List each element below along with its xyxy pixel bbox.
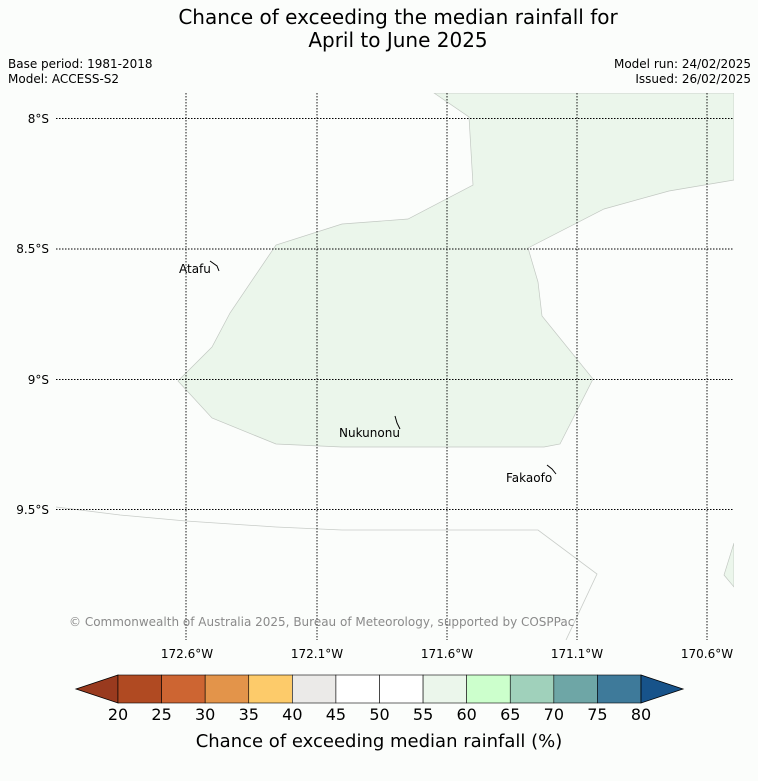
colorbar-segment-60-65 [466,674,511,704]
latitude-labels: 8°S 8.5°S 9°S 9.5°S [16,112,49,517]
map-area: 8°S 8.5°S 9°S 9.5°S 172.6°W 172.1°W 171.… [16,93,734,661]
atoll-nukunonu-outline [394,415,401,430]
shaded-region-east-edge [723,542,734,588]
colorbar-tick-25: 25 [151,705,171,724]
model-name: Model: ACCESS-S2 [8,72,120,86]
atoll-nukunonu: Nukunonu [339,415,401,440]
copyright-notice: © Commonwealth of Australia 2025, Bureau… [69,615,574,629]
lat-label-8-5s: 8.5°S [16,242,49,256]
colorbar-tick-20: 20 [108,705,128,724]
colorbar-tick-60: 60 [456,705,476,724]
colorbar-tick-30: 30 [195,705,215,724]
colorbar-segment-50-55 [379,674,424,704]
atoll-fakaofo-outline [546,464,557,475]
atoll-atafu-outline [209,260,220,272]
meta-left: Base period: 1981-2018 Model: ACCESS-S2 [8,57,153,87]
lon-label-171-1w: 171.1°W [551,647,603,661]
colorbar-segment-70-75 [553,674,598,704]
base-period: Base period: 1981-2018 [8,57,153,71]
colorbar-segment-55-60 [422,674,467,704]
colorbar-tick-35: 35 [239,705,259,724]
title-line-1: Chance of exceeding the median rainfall … [178,5,618,29]
lon-label-171-6w: 171.6°W [421,647,473,661]
colorbar-segment-30-35 [204,674,250,704]
colorbar-segment-75-80 [597,674,642,704]
place-label-atafu: Atafu [179,262,211,276]
latitude-gridlines [56,118,734,510]
colorbar-tick-75: 75 [587,705,607,724]
title-line-2: April to June 2025 [308,28,488,52]
colorbar-segment-45-50 [335,674,380,704]
atoll-atafu: Atafu [179,260,220,276]
colorbar-segment-65-70 [509,674,555,704]
lat-label-9s: 9°S [28,373,49,387]
colorbar-tick-55: 55 [413,705,433,724]
lat-label-9-5s: 9.5°S [16,503,49,517]
lat-label-8s: 8°S [28,112,49,126]
colorbar: 20 25 30 35 40 45 50 55 60 65 70 75 80 Chance of exc… [74,674,685,752]
lon-label-170-6w: 170.6°W [681,647,733,661]
meta-right: Model run: 24/02/2025 Issued: 26/02/2025 [614,57,751,87]
colorbar-tick-80: 80 [631,705,651,724]
colorbar-title: Chance of exceeding median rainfall (%) [196,731,563,752]
colorbar-tick-45: 45 [326,705,346,724]
colorbar-tick-65: 65 [500,705,520,724]
colorbar-segment-40-45 [292,674,337,704]
colorbar-segments [117,674,642,704]
place-label-fakaofo: Fakaofo [506,471,552,485]
colorbar-segment-35-40 [248,674,293,704]
longitude-gridlines [185,93,708,640]
colorbar-segment-25-30 [161,674,206,704]
colorbar-tick-labels: 20 25 30 35 40 45 50 55 60 65 70 75 80 [108,705,651,724]
issued-date: Issued: 26/02/2025 [635,72,751,86]
colorbar-tick-40: 40 [282,705,302,724]
lon-label-172-1w: 172.1°W [291,647,343,661]
colorbar-extend-high [640,674,685,704]
place-label-nukunonu: Nukunonu [339,426,400,440]
atoll-fakaofo: Fakaofo [506,464,557,485]
map-title: Chance of exceeding the median rainfall … [0,6,758,52]
longitude-labels: 172.6°W 172.1°W 171.6°W 171.1°W 170.6°W [161,647,733,661]
model-run: Model run: 24/02/2025 [613,57,751,71]
colorbar-extend-low [74,674,119,704]
lon-label-172-6w: 172.6°W [161,647,213,661]
colorbar-tick-70: 70 [544,705,564,724]
colorbar-segment-20-25 [117,674,162,704]
colorbar-tick-50: 50 [369,705,389,724]
